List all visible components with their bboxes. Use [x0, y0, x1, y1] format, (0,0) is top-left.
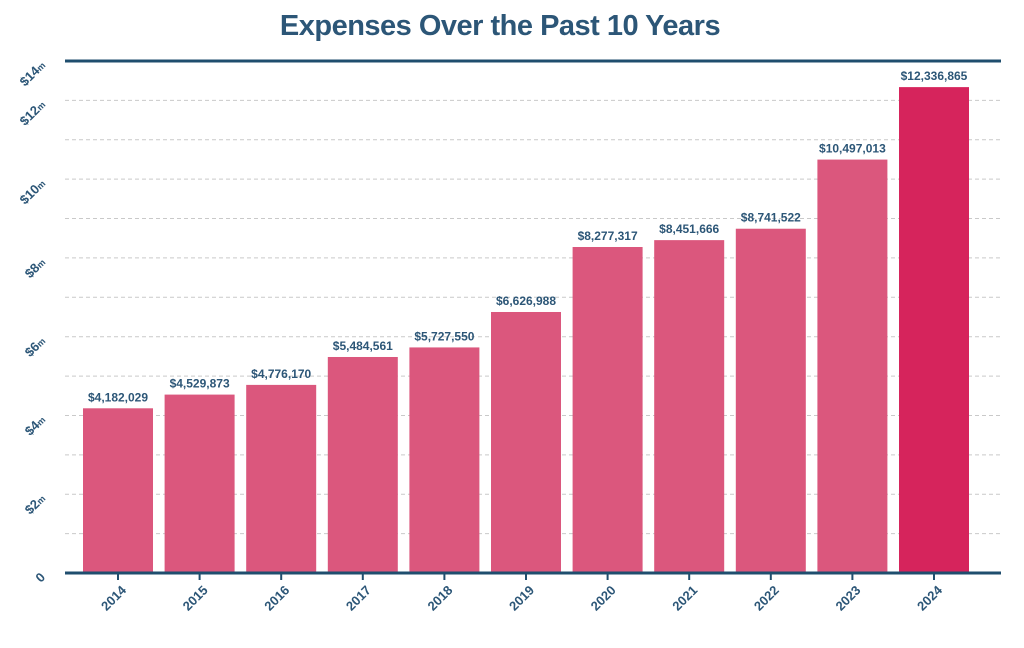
data-label-2023: $10,497,013 — [819, 142, 886, 156]
x-tick-label-2024: 2024 — [914, 582, 946, 614]
y-tick-label: $4m — [22, 412, 49, 439]
bar-2021 — [654, 240, 725, 573]
data-label-2017: $5,484,561 — [333, 339, 393, 353]
y-tick-label: $14m — [17, 58, 49, 90]
y-tick-label: $6m — [22, 333, 49, 360]
x-tick-label-2017: 2017 — [343, 583, 374, 614]
y-tick-label: 0 — [32, 570, 48, 586]
y-tick-label: $10m — [17, 176, 49, 208]
data-label-2021: $8,451,666 — [659, 222, 719, 236]
bar-2017 — [327, 356, 398, 573]
bar-2024 — [899, 87, 969, 574]
data-label-2024: $12,336,865 — [901, 69, 968, 83]
bar-2016 — [246, 384, 317, 573]
data-label-2018: $5,727,550 — [414, 329, 474, 343]
data-label-2016: $4,776,170 — [251, 367, 311, 381]
x-tick-label-2016: 2016 — [261, 583, 292, 614]
x-tick-label-2018: 2018 — [424, 583, 455, 614]
y-tick-label: $8m — [22, 254, 49, 281]
bar-2018 — [409, 347, 480, 573]
bar-2023 — [817, 159, 888, 574]
bar-2014 — [83, 408, 153, 573]
data-label-2019: $6,626,988 — [496, 294, 556, 308]
chart-title: Expenses Over the Past 10 Years — [279, 10, 721, 42]
x-tick-label-2015: 2015 — [180, 583, 211, 614]
bar-2015 — [164, 394, 235, 573]
y-tick-value: 0 — [32, 570, 48, 586]
y-tick-label: $2m — [22, 491, 49, 518]
data-label-2014: $4,182,029 — [88, 390, 148, 404]
data-label-2020: $8,277,317 — [578, 229, 638, 243]
axes — [65, 59, 1001, 580]
bar-2019 — [491, 311, 561, 573]
x-tick-label-2014: 2014 — [98, 582, 130, 614]
x-tick-label-2023: 2023 — [832, 583, 863, 614]
bars — [83, 87, 969, 574]
x-tick-label-2019: 2019 — [506, 583, 537, 614]
bar-2020 — [572, 247, 643, 574]
x-tick-label-2020: 2020 — [588, 583, 619, 614]
y-tick-label: $12m — [17, 97, 49, 129]
bar-2022 — [735, 228, 806, 574]
x-tick-label-2022: 2022 — [751, 583, 782, 614]
data-label-2022: $8,741,522 — [741, 211, 801, 225]
data-label-2015: $4,529,873 — [170, 377, 230, 391]
x-tick-label-2021: 2021 — [669, 583, 700, 614]
